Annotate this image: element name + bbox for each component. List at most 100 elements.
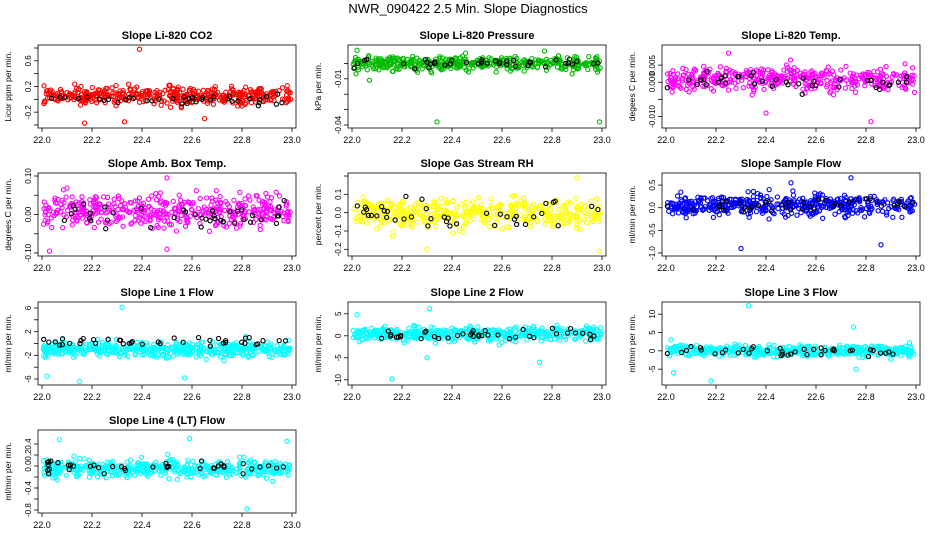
data-point — [498, 201, 505, 208]
data-point — [534, 331, 540, 338]
data-point — [463, 199, 469, 205]
data-point — [287, 90, 293, 96]
data-point-black — [381, 208, 387, 214]
data-point — [843, 63, 849, 70]
y-axis-label: Licor ppm per min. — [3, 51, 13, 121]
data-point — [86, 457, 92, 464]
data-point — [563, 207, 569, 214]
data-point — [54, 477, 60, 483]
data-point — [783, 62, 790, 68]
data-point — [81, 209, 87, 215]
data-point-black — [189, 94, 196, 100]
data-point — [403, 330, 409, 336]
data-point-black — [453, 221, 460, 227]
data-point-black — [807, 203, 813, 209]
data-point — [49, 224, 55, 231]
data-point — [488, 195, 494, 202]
x-tick-label: 22.0 — [33, 392, 51, 402]
data-point — [412, 334, 418, 340]
data-point — [545, 64, 551, 70]
data-point — [594, 332, 601, 339]
data-point — [127, 199, 133, 206]
y-tick-label: 5 — [648, 330, 657, 335]
data-point — [125, 91, 132, 98]
data-point — [713, 209, 719, 215]
chart-title: Slope Li-820 CO2 — [122, 30, 212, 42]
data-point — [286, 346, 292, 352]
data-point — [110, 90, 116, 96]
data-point — [266, 343, 273, 349]
data-point — [163, 355, 169, 361]
data-point-black — [61, 217, 68, 224]
data-point-black — [555, 223, 561, 229]
data-point-black — [203, 216, 209, 222]
data-point — [768, 81, 775, 87]
data-point — [184, 351, 190, 357]
data-point — [248, 345, 254, 351]
data-point — [162, 218, 168, 224]
data-point — [679, 76, 685, 82]
data-point — [91, 196, 98, 203]
data-point — [111, 469, 117, 476]
data-point — [245, 193, 252, 199]
data-point — [496, 201, 502, 208]
data-point — [902, 61, 908, 67]
data-point — [221, 470, 227, 476]
data-point — [669, 205, 675, 212]
data-point — [131, 207, 137, 214]
data-point — [166, 476, 172, 482]
data-point-black — [852, 197, 858, 203]
data-point — [174, 215, 181, 221]
data-point-black — [479, 56, 485, 63]
data-point-black — [220, 219, 226, 225]
data-point — [187, 351, 193, 358]
data-point — [132, 352, 138, 358]
data-point — [723, 65, 729, 72]
data-point-black — [431, 333, 438, 340]
data-point — [202, 463, 208, 470]
data-point — [559, 325, 565, 332]
data-point — [353, 215, 359, 222]
data-point — [514, 62, 520, 68]
data-point-black — [511, 216, 518, 222]
data-point — [87, 201, 94, 207]
data-point — [903, 346, 910, 353]
y-tick-label: -10 — [334, 373, 343, 385]
data-point — [738, 74, 745, 80]
data-point — [691, 86, 697, 92]
data-point — [683, 203, 689, 210]
data-point — [237, 460, 243, 466]
data-point-black — [155, 339, 161, 345]
data-point — [235, 103, 241, 109]
data-point — [806, 75, 812, 82]
data-point-black — [799, 206, 805, 212]
x-tick-label: 22.8 — [543, 392, 561, 402]
data-point-black — [52, 339, 58, 345]
data-point — [545, 211, 552, 217]
data-point — [84, 220, 90, 226]
data-point — [77, 455, 83, 462]
data-point — [212, 83, 218, 90]
data-points — [664, 175, 918, 252]
data-point — [419, 66, 425, 72]
data-point — [135, 346, 141, 352]
data-point — [209, 339, 216, 345]
data-point — [71, 453, 77, 459]
data-point — [173, 228, 180, 234]
data-point — [63, 472, 69, 479]
data-point — [264, 209, 270, 215]
data-point — [275, 210, 281, 217]
data-point-black — [873, 84, 879, 91]
data-point-black — [138, 205, 144, 212]
data-point — [412, 324, 418, 330]
data-point — [676, 204, 682, 210]
x-tick-label: 22.4 — [757, 392, 775, 402]
data-point — [577, 205, 583, 211]
data-point-black — [235, 98, 241, 104]
data-point-black — [215, 335, 222, 342]
data-point — [467, 323, 473, 329]
data-point — [723, 207, 730, 213]
data-point — [729, 202, 735, 208]
data-point-black — [683, 347, 690, 354]
data-point-black — [664, 350, 671, 357]
